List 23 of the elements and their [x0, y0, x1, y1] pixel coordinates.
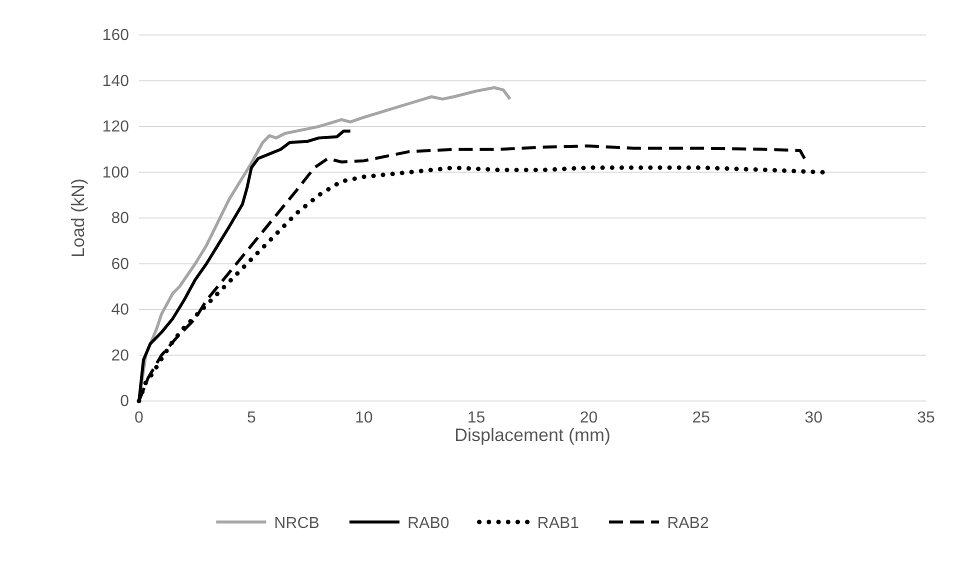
x-tick-label: 15	[467, 409, 486, 426]
legend-label: RAB0	[407, 515, 450, 532]
y-tick-label: 120	[102, 118, 130, 136]
x-tick-label: 25	[692, 409, 710, 426]
x-tick-label: 20	[580, 409, 598, 426]
y-tick-label: 0	[120, 393, 130, 410]
y-tick-label: 20	[111, 347, 130, 364]
y-tick-label: 40	[111, 302, 130, 319]
y-axis-title: Load (kN)	[68, 178, 88, 258]
x-tick-label: 10	[354, 409, 373, 426]
legend-label: RAB1	[537, 515, 580, 532]
y-tick-label: 140	[102, 72, 130, 90]
x-tick-label: 5	[246, 409, 256, 426]
y-tick-label: 100	[102, 164, 130, 182]
y-tick-label: 80	[111, 210, 130, 228]
x-tick-label: 35	[917, 409, 935, 426]
x-tick-label: 0	[134, 409, 144, 426]
y-tick-label: 160	[102, 27, 130, 44]
x-tick-label: 30	[804, 409, 823, 426]
legend-label: RAB2	[667, 515, 709, 532]
x-axis-title: Displacement (mm)	[454, 425, 611, 445]
y-tick-label: 60	[111, 256, 130, 273]
legend-label: NRCB	[274, 515, 320, 532]
